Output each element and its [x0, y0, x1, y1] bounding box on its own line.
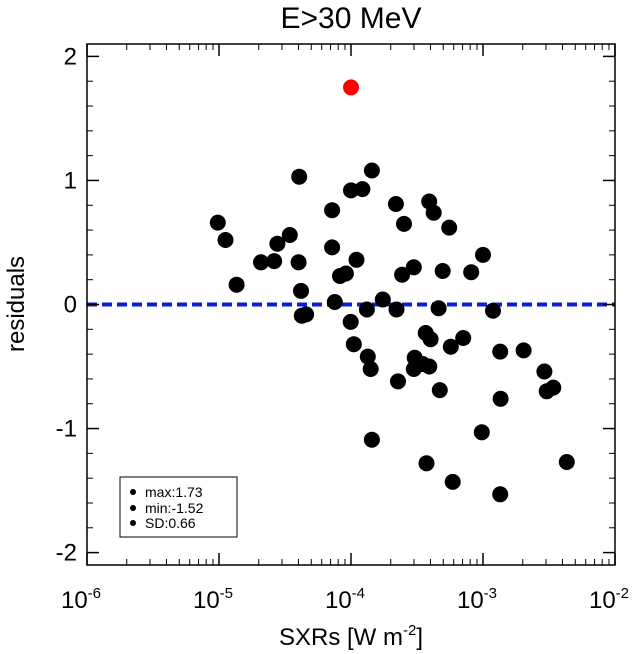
y-tick-label: -1 — [56, 416, 77, 443]
data-point — [291, 168, 308, 185]
data-point — [363, 162, 380, 179]
data-point — [545, 379, 562, 396]
legend-marker — [130, 505, 136, 511]
x-tick-label: 10-3 — [457, 585, 497, 614]
data-point — [342, 313, 359, 330]
data-point — [387, 196, 404, 212]
x-tick-label: 10-6 — [61, 585, 101, 614]
legend-box — [119, 476, 238, 538]
data-point — [390, 373, 406, 390]
x-axis-label-exponent: -2 — [403, 622, 416, 639]
legend-entry: SD:0.66 — [145, 515, 196, 531]
data-point — [298, 306, 315, 323]
data-point — [394, 266, 411, 283]
data-point — [405, 259, 422, 276]
x-axis-label-close: ] — [416, 624, 423, 651]
data-point — [374, 291, 391, 308]
data-point — [209, 214, 226, 231]
data-point — [485, 302, 501, 319]
x-tick-label: 10-5 — [193, 585, 233, 614]
x-tick-exponent: -4 — [352, 585, 365, 602]
data-point — [359, 348, 376, 365]
data-point — [473, 424, 490, 441]
x-tick-exponent: -5 — [220, 585, 233, 602]
data-point — [269, 235, 286, 252]
legend-marker — [130, 520, 136, 526]
x-tick-exponent: -3 — [484, 585, 497, 602]
data-point — [421, 358, 438, 375]
y-tick-label: 0 — [64, 292, 77, 319]
data-point — [492, 390, 509, 407]
chart-title: E>30 MeV — [281, 2, 422, 35]
data-point — [217, 232, 234, 248]
x-tick-label: 10-4 — [325, 585, 365, 614]
data-point — [345, 336, 362, 353]
x-tick-base: 10 — [193, 587, 220, 614]
legend-entry: min:-1.52 — [145, 500, 204, 516]
data-point — [558, 454, 575, 470]
x-tick-base: 10 — [61, 587, 88, 614]
y-tick-label: 2 — [64, 43, 77, 70]
data-point — [463, 264, 480, 281]
data-point — [418, 455, 435, 472]
data-point — [422, 331, 439, 348]
data-point — [253, 254, 269, 271]
legend: max:1.73 min:-1.52 SD:0.66 — [119, 476, 238, 538]
y-axis-label: residuals — [3, 256, 30, 352]
data-point — [455, 330, 472, 346]
x-axis-label: SXRs [W m-2] — [279, 622, 423, 651]
x-tick-label: 10-2 — [589, 585, 629, 614]
data-point — [348, 251, 365, 268]
data-point — [324, 239, 341, 256]
x-axis-label-main: SXRs [W m — [279, 624, 403, 651]
y-tick-label: -2 — [56, 540, 77, 567]
data-point — [293, 282, 309, 299]
x-tick-exponent: -6 — [88, 585, 101, 602]
data-point — [536, 363, 553, 380]
data-point — [362, 361, 379, 377]
x-tick-base: 10 — [325, 587, 352, 614]
data-point — [442, 338, 459, 355]
data-point — [388, 301, 405, 318]
data-point — [430, 300, 447, 317]
data-point — [358, 301, 375, 318]
x-tick-base: 10 — [589, 587, 616, 614]
data-point — [266, 253, 283, 270]
data-point — [326, 294, 343, 310]
y-tick-label: 1 — [64, 167, 77, 194]
data-point — [363, 431, 380, 448]
data-point — [337, 265, 354, 282]
data-point — [354, 181, 371, 198]
data-point — [228, 276, 245, 293]
data-point — [441, 219, 458, 236]
data-point — [396, 215, 412, 232]
data-point — [281, 227, 298, 243]
data-point — [492, 486, 509, 503]
data-point — [444, 473, 461, 490]
x-tick-exponent: -2 — [616, 585, 629, 602]
legend-marker — [130, 489, 136, 495]
data-layer — [87, 79, 615, 503]
data-point — [431, 382, 448, 399]
data-point — [475, 246, 491, 263]
data-point — [515, 342, 532, 359]
data-point — [290, 254, 307, 271]
data-point — [434, 263, 451, 279]
data-point — [492, 343, 509, 360]
legend-entry: max:1.73 — [145, 484, 203, 500]
data-point — [425, 204, 442, 221]
data-point — [324, 202, 341, 219]
x-tick-base: 10 — [457, 587, 484, 614]
max-point — [343, 79, 359, 96]
